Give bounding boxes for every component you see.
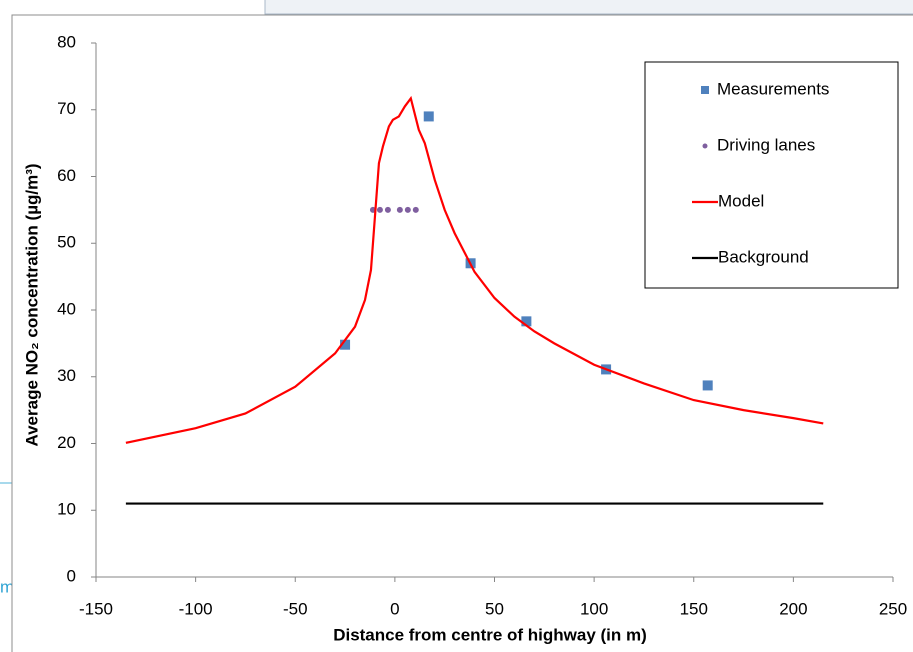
measurement-point	[521, 316, 532, 327]
y-tick-label: 0	[67, 566, 76, 585]
series-line	[125, 95, 824, 444]
background-window-frame	[264, 0, 913, 15]
x-tick-label: 100	[580, 599, 608, 618]
x-tick-label: 250	[879, 599, 907, 618]
x-tick-label: 150	[680, 599, 708, 618]
lane-point	[404, 206, 411, 213]
y-axis-title: Average NO₂ concentration (µg/m³)	[22, 163, 41, 446]
legend-label: Driving lanes	[717, 135, 815, 154]
legend-marker	[701, 86, 709, 94]
x-axis-title: Distance from centre of highway (in m)	[333, 625, 647, 644]
measurement-point	[423, 111, 434, 122]
lane-point	[396, 206, 403, 213]
lane-point	[376, 206, 383, 213]
y-tick-label: 20	[57, 433, 76, 452]
x-tick-label: 0	[390, 599, 399, 618]
legend-label: Background	[718, 247, 809, 266]
x-tick-label: -100	[179, 599, 213, 618]
lane-point	[412, 206, 419, 213]
legend-label: Measurements	[717, 79, 829, 98]
measurement-point	[340, 339, 351, 350]
y-tick-label: 70	[57, 99, 76, 118]
x-tick-label: 200	[779, 599, 807, 618]
y-tick-label: 80	[57, 32, 76, 51]
y-tick-label: 50	[57, 233, 76, 252]
x-tick-label: -50	[283, 599, 308, 618]
y-tick-label: 10	[57, 500, 76, 519]
x-tick-label: 50	[485, 599, 504, 618]
legend-box	[644, 61, 899, 289]
legend-marker	[702, 143, 708, 149]
background-text: m	[0, 577, 14, 596]
legend-label: Model	[718, 191, 764, 210]
y-tick-label: 60	[57, 166, 76, 185]
y-tick-label: 30	[57, 366, 76, 385]
y-tick-label: 40	[57, 299, 76, 318]
measurement-point	[702, 380, 713, 391]
lane-point	[384, 206, 391, 213]
x-tick-label: -150	[79, 599, 113, 618]
